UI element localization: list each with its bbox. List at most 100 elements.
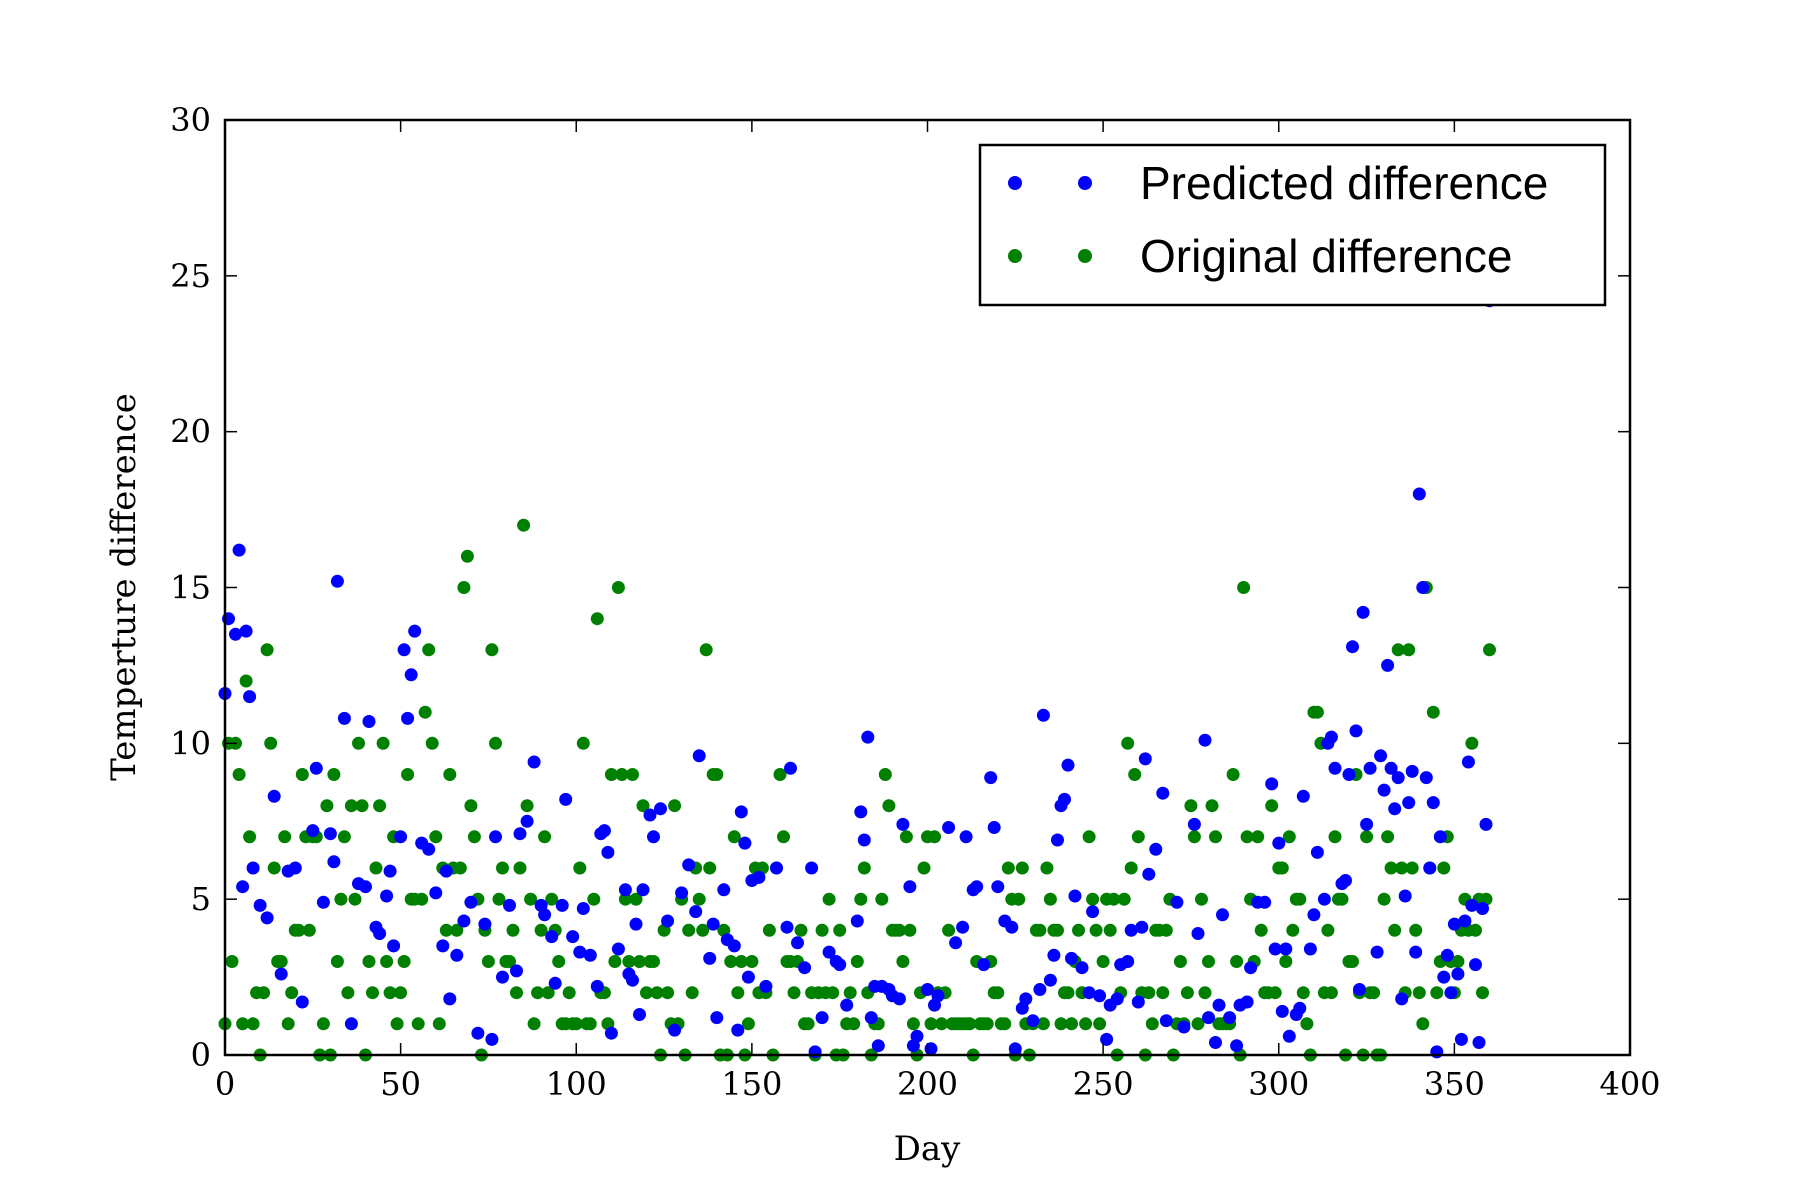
predicted-point: [1198, 733, 1212, 747]
original-point: [741, 1017, 755, 1031]
original-point: [274, 955, 288, 968]
original-point: [1156, 986, 1170, 1000]
predicted-point: [1223, 1011, 1237, 1025]
original-point: [1360, 830, 1374, 844]
original-point: [415, 892, 429, 906]
original-point: [928, 830, 941, 844]
predicted-point: [513, 827, 527, 841]
original-point: [411, 1017, 425, 1031]
predicted-point: [924, 1042, 938, 1056]
original-point: [998, 1017, 1012, 1031]
predicted-point: [566, 930, 580, 944]
original-point: [608, 955, 622, 968]
original-point: [815, 923, 829, 937]
original-point: [636, 799, 650, 813]
original-point: [1051, 923, 1064, 937]
original-point: [1198, 986, 1212, 1000]
original-point: [843, 986, 857, 1000]
predicted-point: [1346, 640, 1359, 654]
original-point: [882, 799, 896, 813]
predicted-point: [1212, 998, 1226, 1012]
original-point: [534, 923, 548, 937]
predicted-point: [1472, 1036, 1486, 1049]
legend-box: [978, 143, 1607, 307]
original-point: [1043, 892, 1057, 906]
predicted-point: [380, 889, 394, 903]
original-point: [1195, 892, 1208, 906]
predicted-point: [903, 880, 917, 894]
original-point: [1180, 986, 1194, 1000]
original-point: [762, 923, 776, 937]
predicted-point: [1374, 749, 1388, 763]
original-point: [1324, 986, 1338, 1000]
original-point: [1117, 892, 1131, 906]
x-tick-label: 250: [1073, 1065, 1134, 1103]
original-point: [1328, 830, 1342, 844]
original-point: [903, 923, 917, 937]
predicted-point: [864, 1011, 878, 1025]
original-point: [1054, 1017, 1068, 1031]
predicted-point: [1187, 817, 1201, 831]
original-point: [685, 986, 699, 1000]
predicted-point: [545, 930, 559, 944]
predicted-point: [1216, 908, 1229, 922]
predicted-point: [1430, 1045, 1444, 1059]
original-point: [875, 892, 889, 906]
original-point: [924, 1017, 938, 1031]
predicted-point: [861, 730, 875, 744]
original-point: [520, 799, 534, 813]
original-point: [1483, 643, 1496, 657]
predicted-point: [1051, 833, 1064, 847]
predicted-point: [1061, 758, 1075, 772]
predicted-point: [1142, 867, 1156, 881]
predicted-point: [1265, 777, 1279, 791]
original-point: [1409, 923, 1423, 937]
original-point: [847, 1017, 861, 1031]
original-point: [1268, 986, 1282, 1000]
y-tick-label: 10: [170, 724, 211, 762]
predicted-point: [1268, 942, 1282, 956]
predicted-point: [1409, 945, 1423, 959]
predicted-point: [1082, 986, 1096, 1000]
predicted-point: [408, 624, 422, 638]
predicted-point: [239, 624, 253, 638]
predicted-point: [457, 914, 471, 928]
original-point: [496, 861, 509, 875]
legend-marker-predicted-2: [1078, 176, 1092, 190]
x-tick-label: 350: [1424, 1065, 1485, 1103]
original-point: [1001, 861, 1015, 875]
original-point: [1230, 955, 1244, 968]
predicted-point: [383, 864, 397, 878]
predicted-point: [309, 761, 323, 775]
predicted-point: [373, 927, 387, 940]
original-point: [1367, 986, 1381, 1000]
original-point: [510, 986, 523, 1000]
predicted-point: [1279, 942, 1293, 956]
original-point: [1240, 830, 1254, 844]
predicted-point: [538, 908, 552, 922]
original-point: [640, 986, 653, 1000]
predicted-point: [295, 995, 309, 1009]
axis-ticks: 0 50 100 150 200 250 300 350 400 0 5 10 15 20 25 30: [170, 101, 1660, 1103]
predicted-point: [1058, 792, 1071, 806]
original-point: [281, 1017, 295, 1031]
predicted-point: [1202, 1011, 1215, 1025]
predicted-point: [436, 939, 450, 953]
predicted-point: [738, 836, 752, 850]
original-point: [1286, 923, 1300, 937]
predicted-point: [1426, 796, 1440, 810]
predicted-point: [780, 920, 794, 934]
predicted-point: [822, 945, 836, 959]
predicted-point: [246, 861, 260, 875]
predicted-point: [306, 824, 320, 838]
original-point: [513, 861, 527, 875]
predicted-point: [1191, 927, 1205, 940]
original-point: [1012, 892, 1026, 906]
predicted-point: [327, 855, 341, 869]
original-point: [401, 768, 415, 781]
legend-label-predicted: Predicted difference: [1140, 157, 1548, 209]
predicted-point: [362, 715, 376, 728]
predicted-point: [510, 964, 523, 978]
original-point: [906, 1017, 920, 1031]
predicted-point: [1008, 1042, 1022, 1056]
